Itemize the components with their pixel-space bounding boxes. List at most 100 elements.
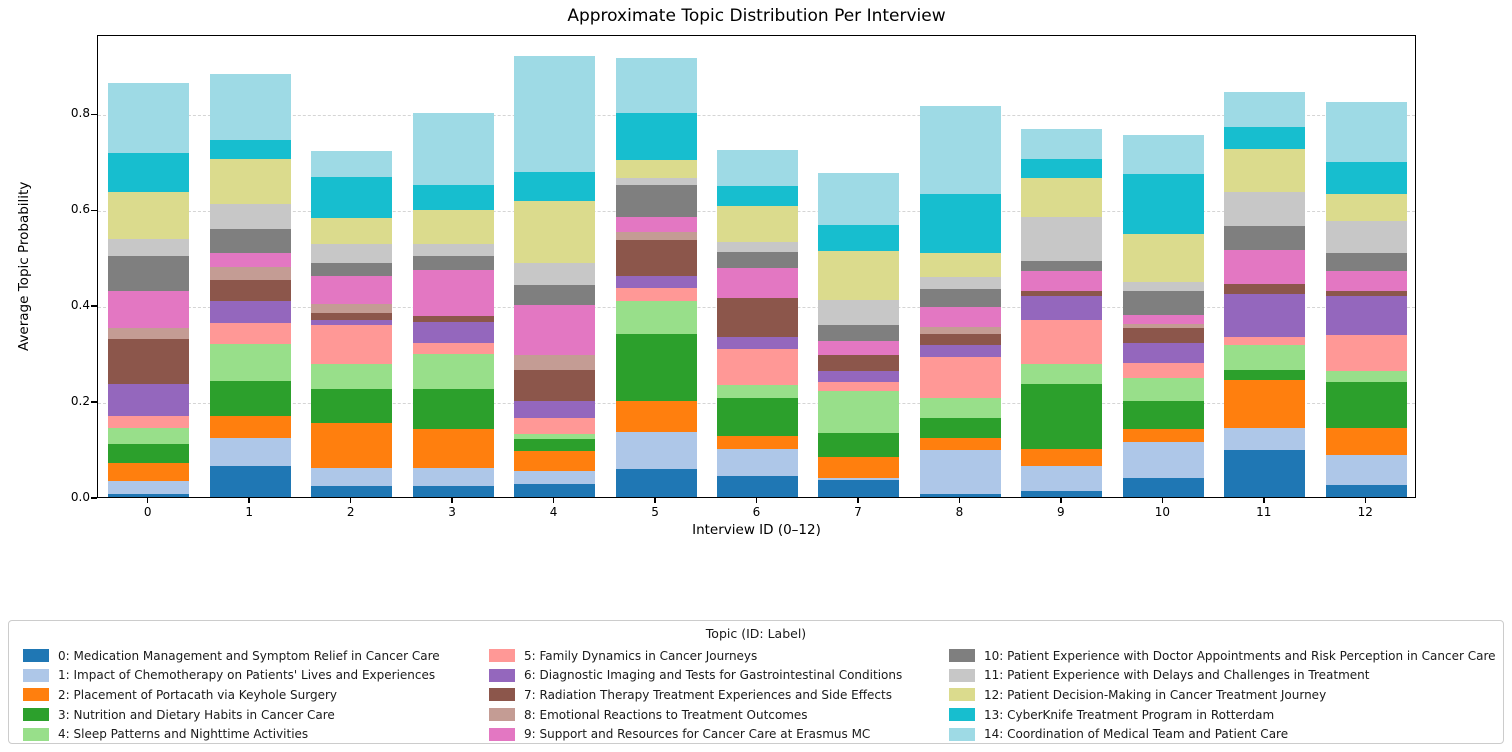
x-tick-label: 10 — [1154, 505, 1170, 519]
bar-segment-topic-4 — [1224, 344, 1306, 371]
bar-segment-topic-10 — [717, 252, 798, 268]
bar-segment-topic-3 — [1224, 370, 1306, 381]
bar-segment-topic-11 — [717, 241, 798, 253]
bar-segment-topic-5 — [108, 416, 190, 428]
bar-segment-topic-0 — [919, 493, 1001, 497]
x-axis-label: Interview ID (0–12) — [692, 522, 821, 538]
bar-11 — [1224, 91, 1306, 497]
legend-item-label: 13: CyberKnife Treatment Program in Rott… — [984, 707, 1275, 722]
bar-segment-topic-4 — [311, 363, 393, 389]
bar-segment-topic-7 — [1325, 291, 1407, 297]
bar-segment-topic-8 — [615, 232, 697, 241]
bar-segment-topic-5 — [412, 343, 494, 355]
bar-segment-topic-3 — [311, 388, 393, 424]
bar-segment-topic-12 — [209, 158, 291, 204]
bar-segment-topic-0 — [1224, 449, 1306, 497]
legend-item-topic-9: 9: Support and Resources for Cancer Care… — [489, 724, 949, 744]
bar-segment-topic-0 — [108, 493, 190, 497]
legend-item-label: 10: Patient Experience with Doctor Appoi… — [984, 648, 1496, 663]
bar-segment-topic-6 — [717, 337, 798, 349]
bar-segment-topic-11 — [615, 177, 697, 185]
bar-segment-topic-2 — [919, 437, 1001, 450]
bar-segment-topic-5 — [919, 357, 1001, 398]
legend-item-topic-13: 13: CyberKnife Treatment Program in Rott… — [949, 705, 1496, 725]
bar-segment-topic-8 — [1122, 323, 1204, 329]
x-tick-label: 5 — [651, 505, 659, 519]
legend-item-topic-0: 0: Medication Management and Symptom Rel… — [23, 646, 489, 666]
legend-item-label: 5: Family Dynamics in Cancer Journeys — [524, 648, 758, 663]
bar-segment-topic-2 — [412, 429, 494, 468]
bar-segment-topic-5 — [717, 348, 798, 386]
bar-segment-topic-13 — [919, 193, 1001, 253]
legend-item-topic-14: 14: Coordination of Medical Team and Pat… — [949, 724, 1496, 744]
bar-segment-topic-2 — [1021, 449, 1103, 466]
bar-segment-topic-7 — [818, 354, 900, 372]
bar-segment-topic-0 — [412, 486, 494, 497]
legend-grid: 0: Medication Management and Symptom Rel… — [23, 646, 1496, 744]
bar-segment-topic-9 — [209, 252, 291, 268]
bar-segment-topic-6 — [615, 275, 697, 288]
bar-segment-topic-1 — [717, 448, 798, 476]
bar-segment-topic-11 — [1224, 191, 1306, 227]
bar-segment-topic-2 — [615, 401, 697, 432]
legend-item-label: 7: Radiation Therapy Treatment Experienc… — [524, 687, 892, 702]
bar-segment-topic-13 — [412, 185, 494, 211]
bar-segment-topic-4 — [919, 397, 1001, 418]
x-tick-mark — [654, 498, 656, 503]
bar-segment-topic-11 — [209, 203, 291, 229]
x-tick-mark — [1161, 498, 1164, 503]
bar-segment-topic-8 — [209, 267, 291, 280]
bar-segment-topic-11 — [1021, 216, 1103, 261]
bar-segment-topic-0 — [209, 465, 291, 497]
legend-item-topic-7: 7: Radiation Therapy Treatment Experienc… — [489, 685, 949, 705]
bar-segment-topic-7 — [615, 240, 697, 276]
bar-7 — [818, 172, 900, 497]
bar-segment-topic-2 — [108, 462, 190, 482]
y-tick-label: 0.6 — [70, 202, 90, 217]
bar-segment-topic-2 — [311, 423, 393, 468]
bar-segment-topic-12 — [717, 205, 798, 242]
bar-segment-topic-12 — [1021, 177, 1103, 217]
legend-item-topic-10: 10: Patient Experience with Doctor Appoi… — [949, 646, 1496, 666]
x-tick-mark — [248, 498, 250, 503]
y-tick-mark — [91, 209, 97, 212]
legend-swatch-icon — [23, 688, 49, 702]
bar-segment-topic-12 — [412, 210, 494, 245]
bar-5 — [615, 58, 697, 497]
x-tick-label: 3 — [448, 505, 456, 519]
legend-swatch-icon — [489, 668, 515, 682]
legend-swatch-icon — [489, 708, 515, 722]
bar-segment-topic-7 — [1122, 328, 1204, 343]
bar-segment-topic-6 — [919, 345, 1001, 358]
bar-segment-topic-9 — [818, 340, 900, 355]
gridline — [98, 115, 1415, 117]
chart-title: Approximate Topic Distribution Per Inter… — [567, 6, 946, 26]
bar-segment-topic-1 — [615, 431, 697, 470]
bar-segment-topic-7 — [1224, 284, 1306, 295]
bar-segment-topic-8 — [919, 327, 1001, 335]
bar-segment-topic-9 — [1325, 271, 1407, 292]
bar-segment-topic-7 — [209, 279, 291, 301]
bar-segment-topic-11 — [818, 299, 900, 326]
bar-segment-topic-5 — [209, 323, 291, 345]
bar-2 — [311, 150, 393, 497]
x-tick-mark — [1263, 498, 1265, 503]
bar-1 — [209, 73, 291, 497]
x-tick-label: 1 — [245, 505, 253, 519]
y-tick-label: 0.0 — [70, 490, 90, 504]
bar-segment-topic-1 — [108, 481, 190, 494]
bar-segment-topic-4 — [412, 354, 494, 389]
bar-segment-topic-9 — [615, 216, 697, 233]
bar-segment-topic-12 — [818, 251, 900, 300]
legend-swatch-icon — [23, 668, 49, 682]
bar-segment-topic-0 — [311, 486, 393, 497]
bar-segment-topic-10 — [1122, 291, 1204, 315]
bar-segment-topic-4 — [818, 390, 900, 433]
bar-segment-topic-14 — [1224, 91, 1306, 128]
legend-swatch-icon — [489, 727, 515, 741]
bar-segment-topic-7 — [919, 334, 1001, 346]
legend-item-topic-11: 11: Patient Experience with Delays and C… — [949, 666, 1496, 686]
x-tick-label: 0 — [143, 505, 152, 519]
bar-segment-topic-10 — [311, 263, 393, 276]
bar-segment-topic-12 — [1325, 194, 1407, 222]
